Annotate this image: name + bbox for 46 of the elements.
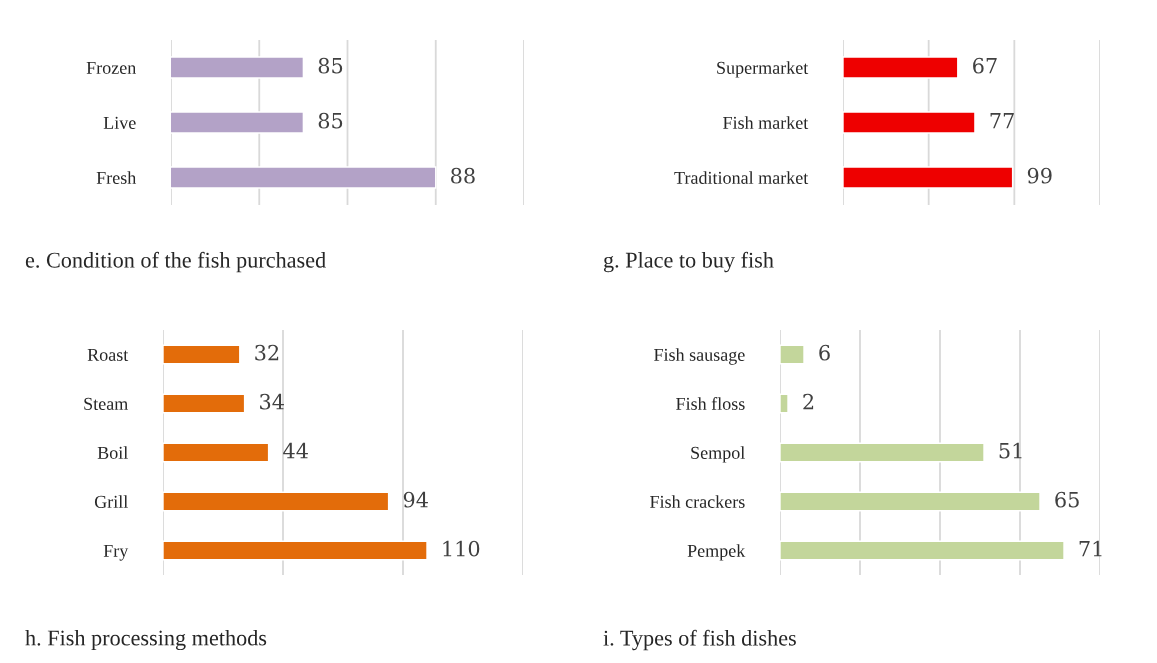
y-tick-label: Fish sausage — [654, 348, 745, 365]
bar — [780, 540, 1065, 561]
y-tick-label: Fish market — [723, 116, 809, 129]
data-label: 71 — [1079, 540, 1102, 557]
y-tick-label: Fresh — [96, 171, 137, 184]
text: g. Place to buy fish — [603, 251, 774, 273]
y-tick-label: Live — [103, 116, 136, 129]
y-tick-label: Sempol — [691, 446, 745, 463]
text: i. Types of fish dishes — [603, 629, 796, 651]
data-label: 67 — [973, 57, 997, 74]
bar — [780, 393, 789, 414]
y-tick-label: Supermarket — [717, 61, 809, 78]
data-label: 85 — [318, 57, 343, 74]
data-label: 88 — [451, 167, 475, 184]
data-label: 51 — [999, 442, 1022, 459]
y-tick-label: Grill — [94, 495, 128, 508]
data-label: 85 — [318, 112, 343, 129]
bar — [163, 491, 390, 512]
text: h. Fish processing methods — [25, 629, 267, 651]
y-tick-label: Roast — [87, 348, 129, 361]
y-tick-label: Fry — [103, 544, 129, 561]
data-label: 65 — [1055, 491, 1079, 508]
data-label: 34 — [260, 393, 284, 410]
bar — [780, 442, 985, 463]
bar — [780, 491, 1041, 512]
bar — [163, 540, 428, 561]
bar — [163, 393, 246, 414]
y-tick-label: Fish floss — [676, 397, 745, 410]
data-label: 99 — [1027, 167, 1052, 184]
data-label: 44 — [283, 442, 308, 459]
y-tick-label: Boil — [97, 446, 128, 459]
data-label: 6 — [819, 344, 830, 361]
bar — [163, 344, 241, 365]
y-tick-label: Pempek — [687, 544, 746, 561]
bar — [780, 344, 805, 365]
y-tick-label: Traditional market — [674, 171, 809, 184]
y-tick-label: Steam — [84, 397, 128, 410]
data-label: 94 — [403, 491, 428, 508]
bar — [163, 442, 270, 463]
data-label: 77 — [990, 113, 1014, 129]
y-tick-label: Fish crackers — [650, 495, 745, 508]
text: e. Condition of the fish purchased — [25, 251, 326, 273]
y-tick-label: Frozen — [86, 61, 136, 74]
data-label: 2 — [803, 393, 814, 410]
data-label: 110 — [443, 540, 480, 557]
data-label: 32 — [255, 344, 279, 361]
